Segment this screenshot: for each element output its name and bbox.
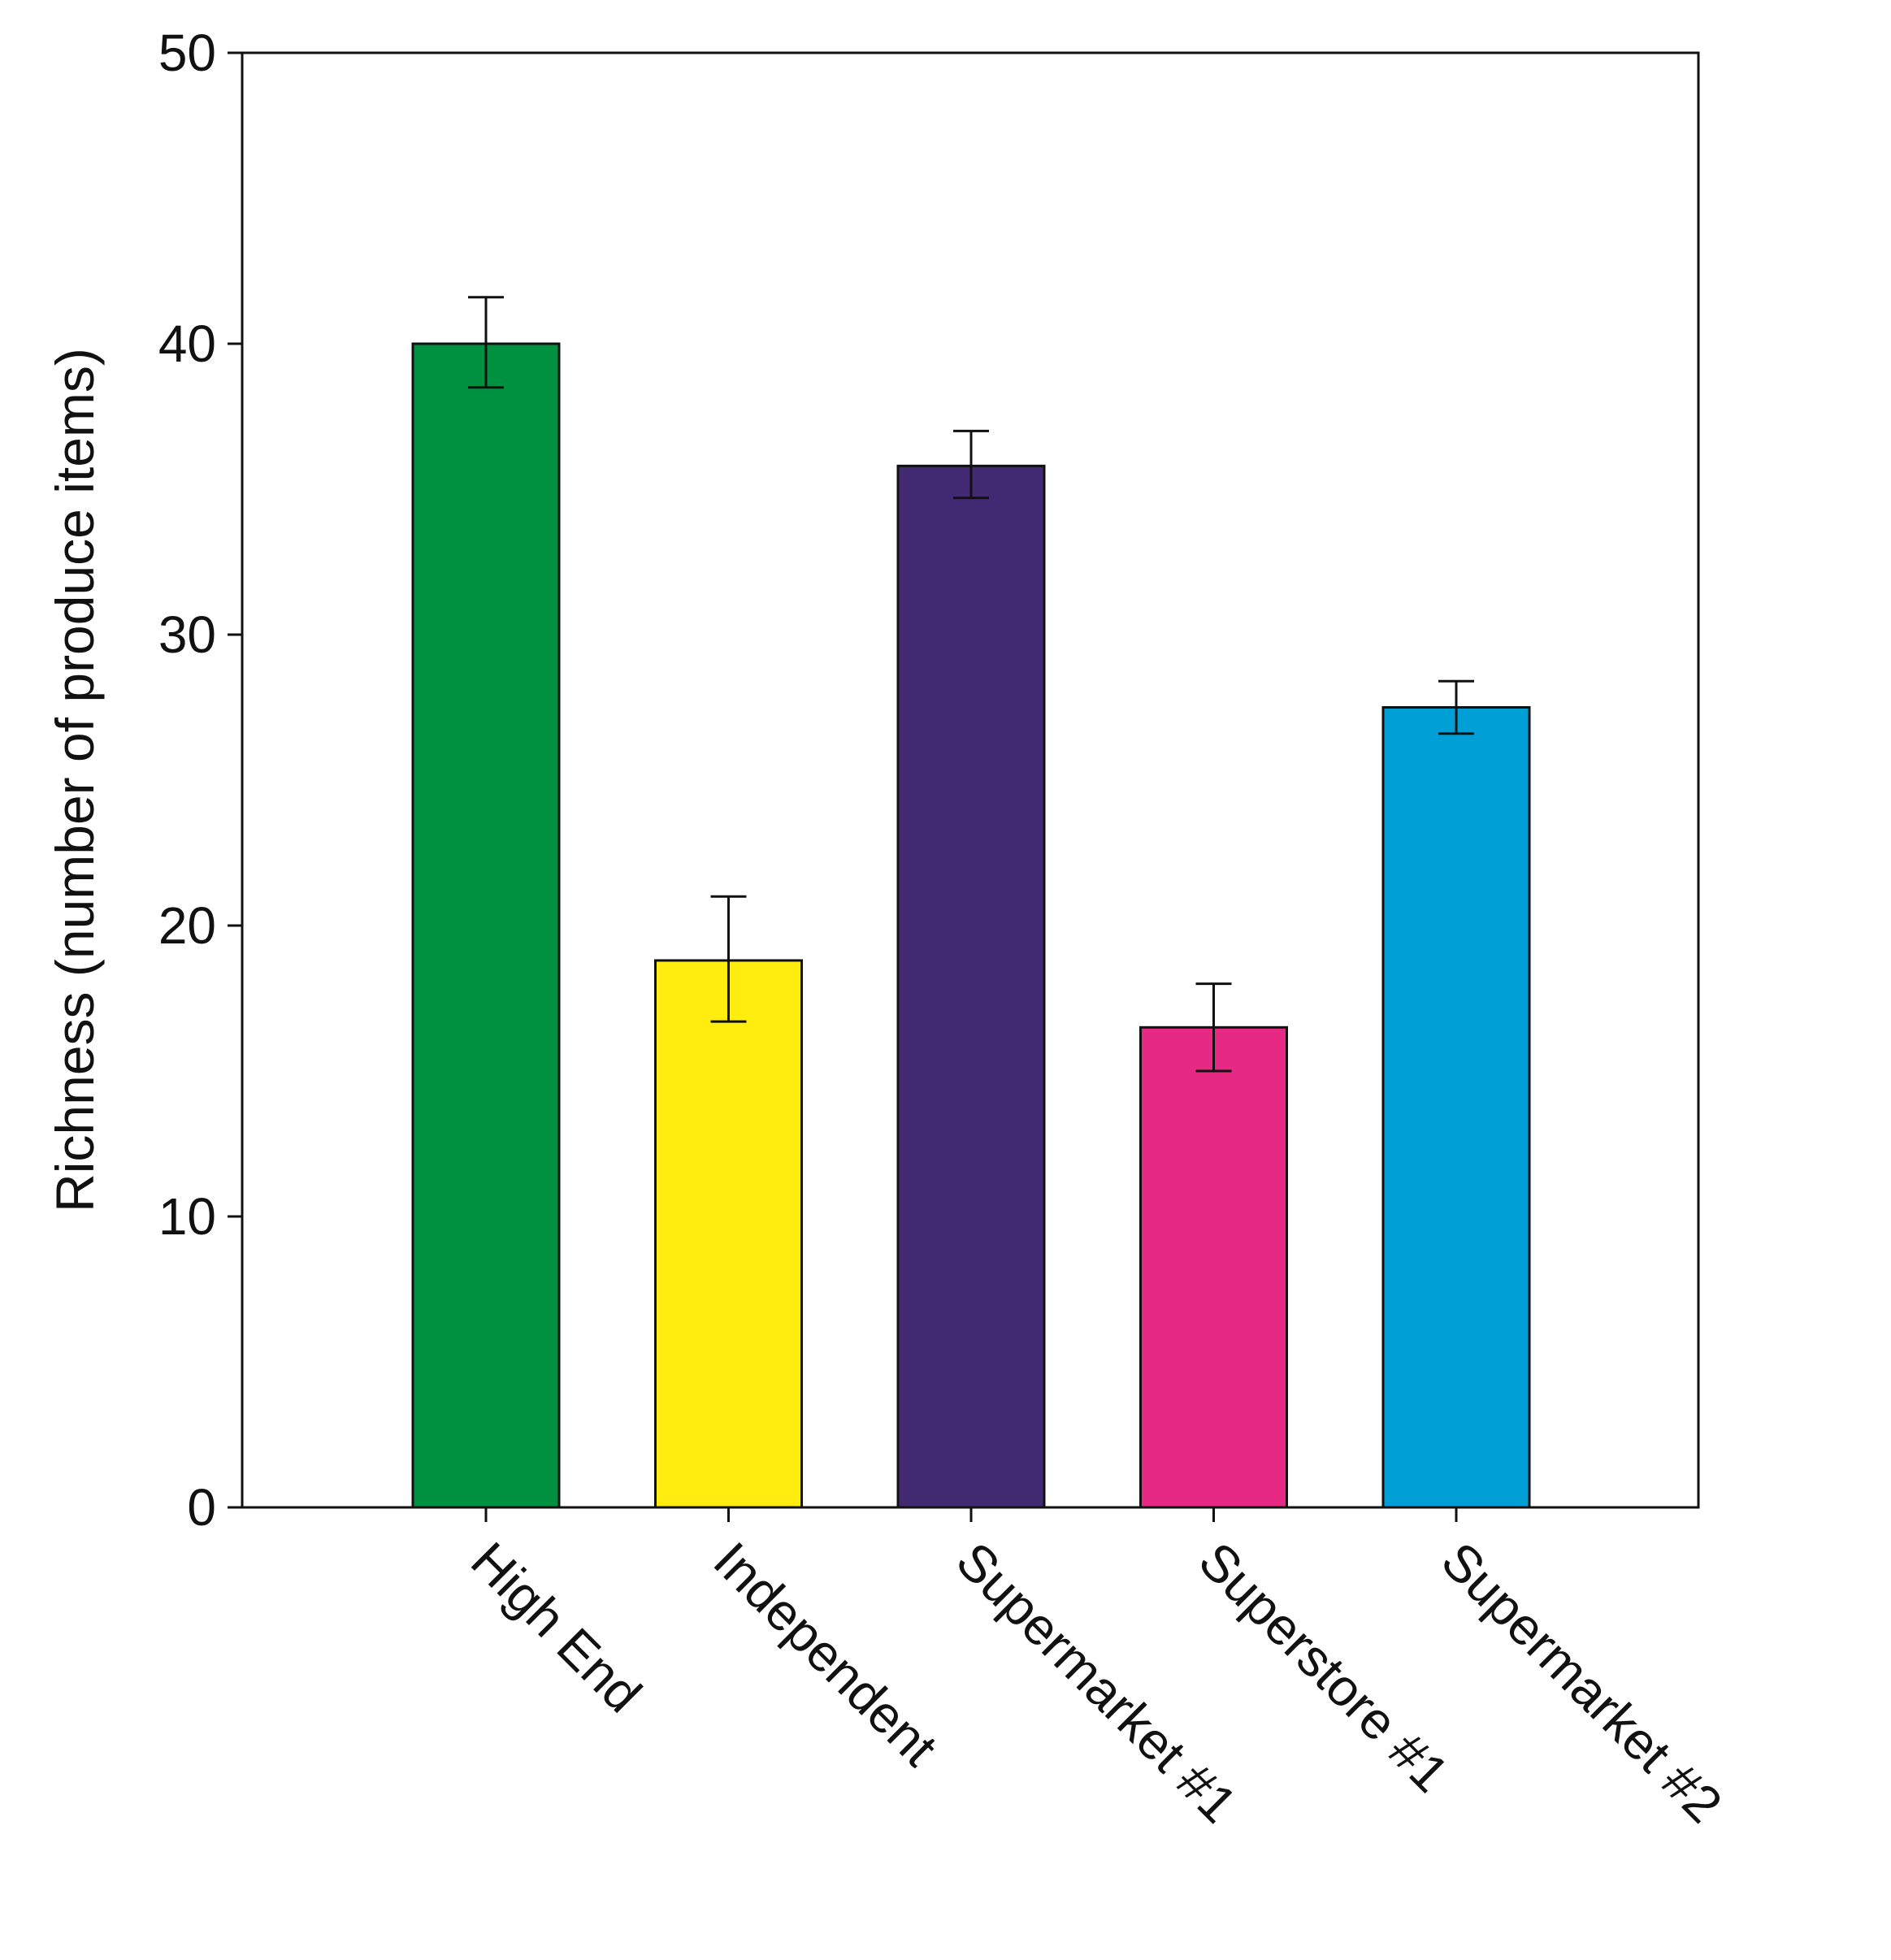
x-tick-label-0: High End [460,1531,653,1724]
x-tick-label-3: Superstore #1 [1188,1531,1460,1803]
bar-high-end [411,342,561,1509]
x-tick-label-1: Independent [703,1531,949,1777]
y-axis-title: Richness (number of produce items) [45,348,105,1212]
bars-layer [411,342,1531,1509]
bar-independent [654,959,803,1509]
y-tick-label-2: 20 [158,896,216,955]
bar-supermarket-1 [896,464,1046,1509]
y-tick-label-1: 10 [158,1187,216,1246]
bar-supermarket-2 [1381,706,1531,1509]
y-tick-label-4: 40 [158,314,216,373]
error-bars-layer [468,296,1474,1073]
x-tick-label-4: Supermarket #2 [1430,1531,1733,1834]
bar-superstore-1 [1139,1026,1288,1509]
y-tick-label-5: 50 [158,24,216,82]
y-axis: 0 10 20 30 40 50 [158,24,242,1537]
y-tick-label-3: 30 [158,605,216,664]
y-tick-label-0: 0 [187,1478,216,1537]
